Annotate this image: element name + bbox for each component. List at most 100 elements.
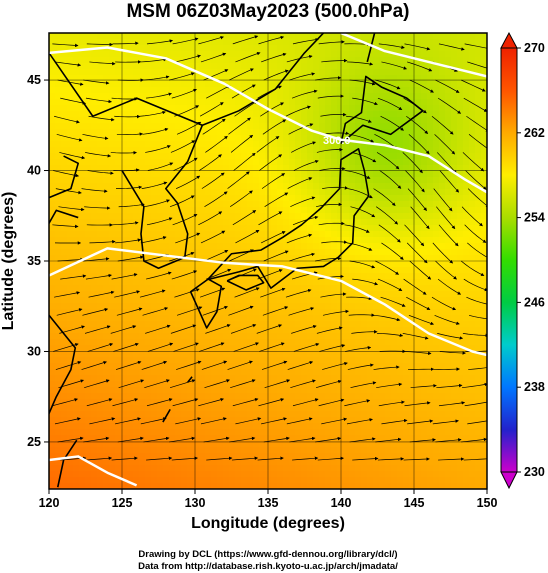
heatmap-cell	[367, 153, 374, 160]
heatmap-cell	[403, 93, 410, 100]
heatmap-cell	[337, 129, 344, 136]
heatmap-cell	[157, 429, 164, 436]
heatmap-cell	[337, 213, 344, 220]
heatmap-cell	[373, 165, 380, 172]
heatmap-cell	[409, 363, 416, 370]
heatmap-cell	[325, 255, 332, 262]
heatmap-cell	[439, 81, 446, 88]
heatmap-cell	[409, 285, 416, 292]
heatmap-cell	[337, 321, 344, 328]
heatmap-cell	[289, 333, 296, 340]
heatmap-cell	[295, 411, 302, 418]
heatmap-cell	[463, 273, 470, 280]
heatmap-cell	[271, 435, 278, 442]
heatmap-cell	[475, 243, 482, 250]
heatmap-cell	[319, 315, 326, 322]
heatmap-cell	[451, 141, 458, 148]
heatmap-cell	[91, 69, 98, 76]
heatmap-cell	[337, 99, 344, 106]
heatmap-cell	[109, 99, 116, 106]
heatmap-cell	[97, 243, 104, 250]
heatmap-cell	[67, 219, 74, 226]
heatmap-cell	[475, 45, 482, 52]
heatmap-cell	[289, 39, 296, 46]
heatmap-cell	[391, 291, 398, 298]
heatmap-cell	[421, 63, 428, 70]
heatmap-cell	[361, 303, 368, 310]
heatmap-cell	[409, 387, 416, 394]
heatmap-cell	[181, 411, 188, 418]
heatmap-cell	[73, 99, 80, 106]
heatmap-cell	[415, 237, 422, 244]
heatmap-cell	[187, 165, 194, 172]
heatmap-cell	[331, 213, 338, 220]
heatmap-cell	[277, 183, 284, 190]
heatmap-cell	[457, 351, 464, 358]
heatmap-cell	[475, 225, 482, 232]
heatmap-cell	[283, 411, 290, 418]
heatmap-cell	[427, 375, 434, 382]
heatmap-cell	[61, 423, 68, 430]
heatmap-cell	[451, 321, 458, 328]
heatmap-cell	[229, 273, 236, 280]
heatmap-cell	[211, 171, 218, 178]
heatmap-cell	[409, 33, 416, 40]
heatmap-cell	[211, 123, 218, 130]
heatmap-cell	[409, 225, 416, 232]
heatmap-cell	[127, 195, 134, 202]
heatmap-cell	[55, 213, 62, 220]
heatmap-cell	[229, 363, 236, 370]
heatmap-cell	[475, 57, 482, 64]
heatmap-cell	[181, 309, 188, 316]
heatmap-cell	[289, 237, 296, 244]
heatmap-cell	[301, 177, 308, 184]
heatmap-cell	[205, 117, 212, 124]
heatmap-cell	[85, 357, 92, 364]
heatmap-cell	[253, 159, 260, 166]
heatmap-cell	[433, 165, 440, 172]
heatmap-cell	[205, 63, 212, 70]
heatmap-cell	[421, 303, 428, 310]
heatmap-cell	[391, 363, 398, 370]
heatmap-cell	[163, 279, 170, 286]
heatmap-cell	[331, 345, 338, 352]
heatmap-cell	[325, 279, 332, 286]
heatmap-cell	[313, 45, 320, 52]
heatmap-cell	[469, 129, 476, 136]
heatmap-cell	[145, 279, 152, 286]
heatmap-cell	[259, 201, 266, 208]
heatmap-cell	[397, 177, 404, 184]
heatmap-cell	[325, 333, 332, 340]
heatmap-cell	[181, 51, 188, 58]
heatmap-cell	[97, 435, 104, 442]
heatmap-cell	[247, 339, 254, 346]
heatmap-cell	[55, 159, 62, 166]
heatmap-cell	[169, 159, 176, 166]
heatmap-cell	[229, 405, 236, 412]
heatmap-cell	[97, 291, 104, 298]
heatmap-cell	[199, 93, 206, 100]
heatmap-cell	[361, 69, 368, 76]
heatmap-cell	[115, 99, 122, 106]
heatmap-cell	[169, 45, 176, 52]
heatmap-cell	[457, 87, 464, 94]
heatmap-cell	[373, 225, 380, 232]
heatmap-cell	[313, 219, 320, 226]
heatmap-cell	[145, 105, 152, 112]
heatmap-cell	[481, 375, 487, 382]
heatmap-cell	[85, 303, 92, 310]
heatmap-cell	[253, 279, 260, 286]
heatmap-cell	[433, 399, 440, 406]
heatmap-cell	[73, 81, 80, 88]
heatmap-cell	[223, 171, 230, 178]
heatmap-cell	[205, 153, 212, 160]
heatmap-cell	[151, 57, 158, 64]
heatmap-cell	[301, 189, 308, 196]
heatmap-cell	[115, 177, 122, 184]
heatmap-cell	[355, 243, 362, 250]
heatmap-cell	[301, 303, 308, 310]
heatmap-cell	[331, 63, 338, 70]
heatmap-cell	[127, 105, 134, 112]
heatmap-cell	[319, 243, 326, 250]
heatmap-cell	[463, 375, 470, 382]
